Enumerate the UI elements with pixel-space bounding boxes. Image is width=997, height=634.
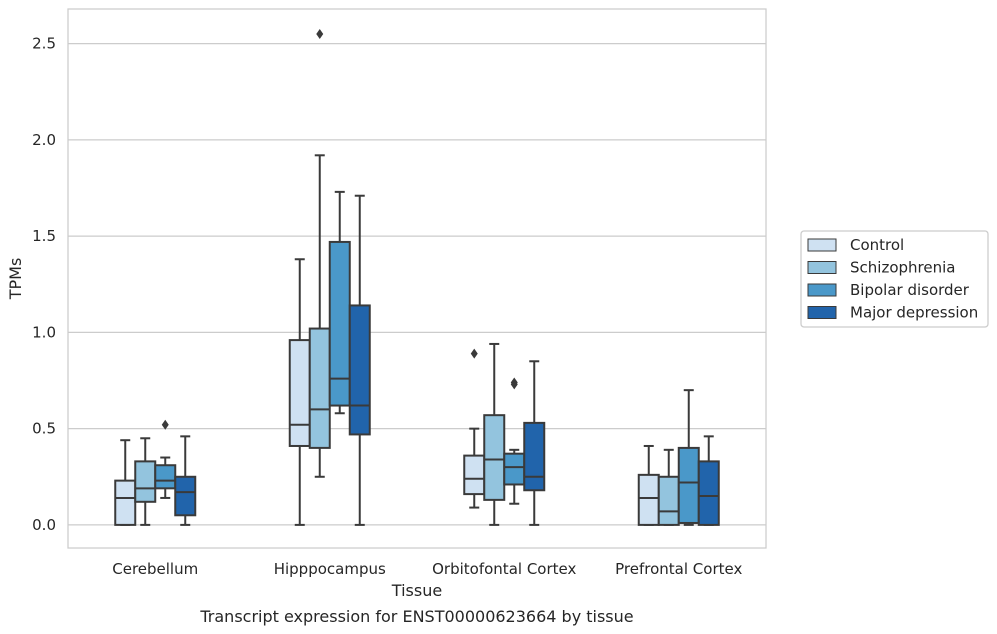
legend-item: Major depression bbox=[807, 304, 978, 322]
legend-swatch bbox=[807, 238, 837, 252]
y-tick-label: 1.5 bbox=[32, 227, 56, 245]
box-iqr bbox=[174, 475, 197, 517]
legend-swatch bbox=[807, 283, 837, 297]
y-tick-label: 0.0 bbox=[32, 516, 56, 534]
y-gridlines bbox=[68, 43, 766, 526]
box-hipppocampus-bipolar-disorder bbox=[328, 190, 351, 415]
box-orbitofontal-cortex-schizophrenia bbox=[483, 342, 506, 526]
x-tick-label: Hipppocampus bbox=[274, 560, 386, 578]
legend-item: Control bbox=[807, 236, 904, 254]
chart-caption: Transcript expression for ENST0000062366… bbox=[199, 607, 633, 626]
box-iqr bbox=[657, 475, 680, 526]
box-hipppocampus-major-depression bbox=[348, 194, 371, 526]
x-tick-label: Orbitofontal Cortex bbox=[432, 560, 576, 578]
legend-label: Major depression bbox=[850, 304, 978, 322]
legend-swatch bbox=[807, 306, 837, 319]
legend-label: Schizophrenia bbox=[850, 259, 955, 277]
box-iqr bbox=[463, 454, 486, 496]
legend-label: Bipolar disorder bbox=[850, 281, 970, 299]
box-iqr bbox=[637, 473, 660, 526]
box-iqr bbox=[677, 446, 700, 524]
box-orbitofontal-cortex-major-depression bbox=[523, 360, 546, 526]
box-iqr bbox=[134, 460, 157, 503]
x-axis-label: Tissue bbox=[391, 581, 442, 600]
legend-item: Bipolar disorder bbox=[807, 281, 970, 299]
x-tick-labels: Cerebellum Hipppocampus Orbitofontal Corte… bbox=[112, 560, 742, 578]
plot-frame bbox=[67, 8, 767, 549]
y-tick-label: 2.5 bbox=[32, 35, 56, 53]
box-plot-series bbox=[114, 29, 720, 526]
box-iqr bbox=[288, 339, 311, 447]
y-axis-label: TPMs bbox=[6, 258, 25, 301]
outlier-marker bbox=[510, 377, 518, 388]
box-prefrontal-cortex-major-depression bbox=[697, 435, 720, 526]
outlier-marker bbox=[161, 419, 169, 430]
legend-item: Schizophrenia bbox=[807, 259, 955, 277]
y-tick-labels: 0.0 0.5 1.0 1.5 2.0 2.5 bbox=[32, 35, 56, 534]
box-iqr bbox=[697, 460, 720, 526]
box-prefrontal-cortex-bipolar-disorder bbox=[677, 389, 700, 526]
box-iqr bbox=[308, 327, 331, 449]
legend: Control Schizophrenia Bipolar disorder Majo… bbox=[800, 230, 989, 328]
box-iqr bbox=[154, 464, 177, 490]
box-cerebellum-schizophrenia bbox=[134, 437, 157, 526]
box-hipppocampus-control bbox=[288, 258, 311, 526]
box-orbitofontal-cortex-control bbox=[463, 348, 486, 509]
box-hipppocampus-schizophrenia bbox=[308, 29, 331, 478]
y-tick-label: 1.0 bbox=[32, 323, 56, 341]
box-cerebellum-major-depression bbox=[174, 435, 197, 526]
box-prefrontal-cortex-schizophrenia bbox=[657, 448, 680, 526]
box-orbitofontal-cortex-bipolar-disorder bbox=[503, 377, 526, 505]
box-cerebellum-control bbox=[114, 439, 137, 526]
box-iqr bbox=[328, 240, 351, 407]
legend-label: Control bbox=[850, 236, 904, 254]
y-tick-label: 2.0 bbox=[32, 131, 56, 149]
outlier-marker bbox=[470, 348, 478, 359]
x-tick-label: Cerebellum bbox=[112, 560, 198, 578]
legend-frame bbox=[800, 230, 989, 328]
box-iqr bbox=[348, 304, 371, 436]
box-iqr bbox=[523, 421, 546, 492]
y-tick-label: 0.5 bbox=[32, 420, 56, 438]
box-iqr bbox=[483, 414, 506, 501]
box-iqr bbox=[114, 479, 137, 526]
box-prefrontal-cortex-control bbox=[637, 444, 660, 526]
box-iqr bbox=[503, 452, 526, 486]
x-tick-label: Prefrontal Cortex bbox=[615, 560, 742, 578]
box-cerebellum-bipolar-disorder bbox=[154, 419, 177, 499]
legend-swatch bbox=[807, 261, 837, 274]
outlier-marker bbox=[316, 29, 324, 40]
